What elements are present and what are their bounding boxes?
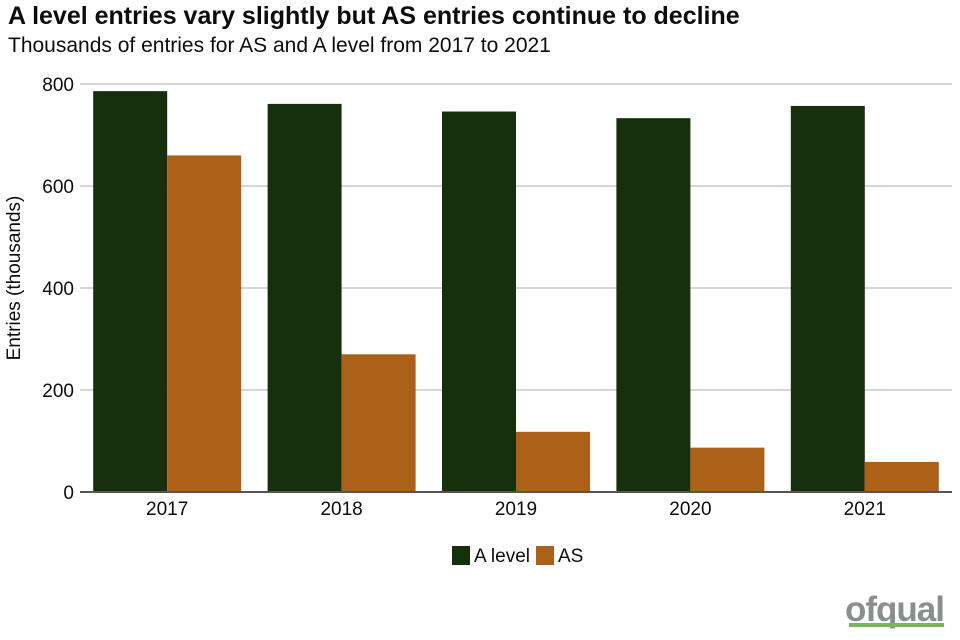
y-tick-label: 600	[42, 177, 74, 198]
x-tick-label: 2021	[844, 499, 886, 520]
y-tick-label: 200	[42, 381, 74, 402]
x-tick-label: 2020	[669, 499, 711, 520]
x-tick-label: 2017	[146, 499, 188, 520]
logo-underline	[849, 623, 944, 627]
bar-a-level-2021	[790, 105, 865, 493]
bar-as-2017	[167, 155, 242, 492]
bar-a-level-2018	[267, 103, 342, 492]
legend-label: A level	[474, 546, 530, 567]
x-tick-label: 2018	[320, 499, 362, 520]
legend-swatch-a-level	[452, 546, 470, 565]
chart-title: A level entries vary slightly but AS ent…	[8, 2, 740, 30]
chart-subtitle: Thousands of entries for AS and A level …	[8, 34, 551, 57]
x-tick-label: 2019	[495, 499, 537, 520]
y-axis-label: Entries (thousands)	[4, 196, 25, 361]
y-tick-label: 800	[42, 75, 74, 96]
y-tick-label: 0	[63, 483, 74, 504]
y-tick-label: 400	[42, 279, 74, 300]
bar-as-2019	[516, 431, 590, 492]
bar-as-2021	[864, 461, 939, 492]
legend-swatch-as	[535, 546, 554, 565]
bar-a-level-2017	[93, 91, 168, 492]
ofqual-logo: ofqual	[845, 590, 945, 629]
bar-a-level-2019	[442, 111, 516, 492]
legend-label: AS	[558, 546, 583, 567]
bar-as-2020	[690, 447, 765, 492]
bar-as-2018	[341, 354, 416, 492]
bar-a-level-2020	[616, 118, 691, 493]
